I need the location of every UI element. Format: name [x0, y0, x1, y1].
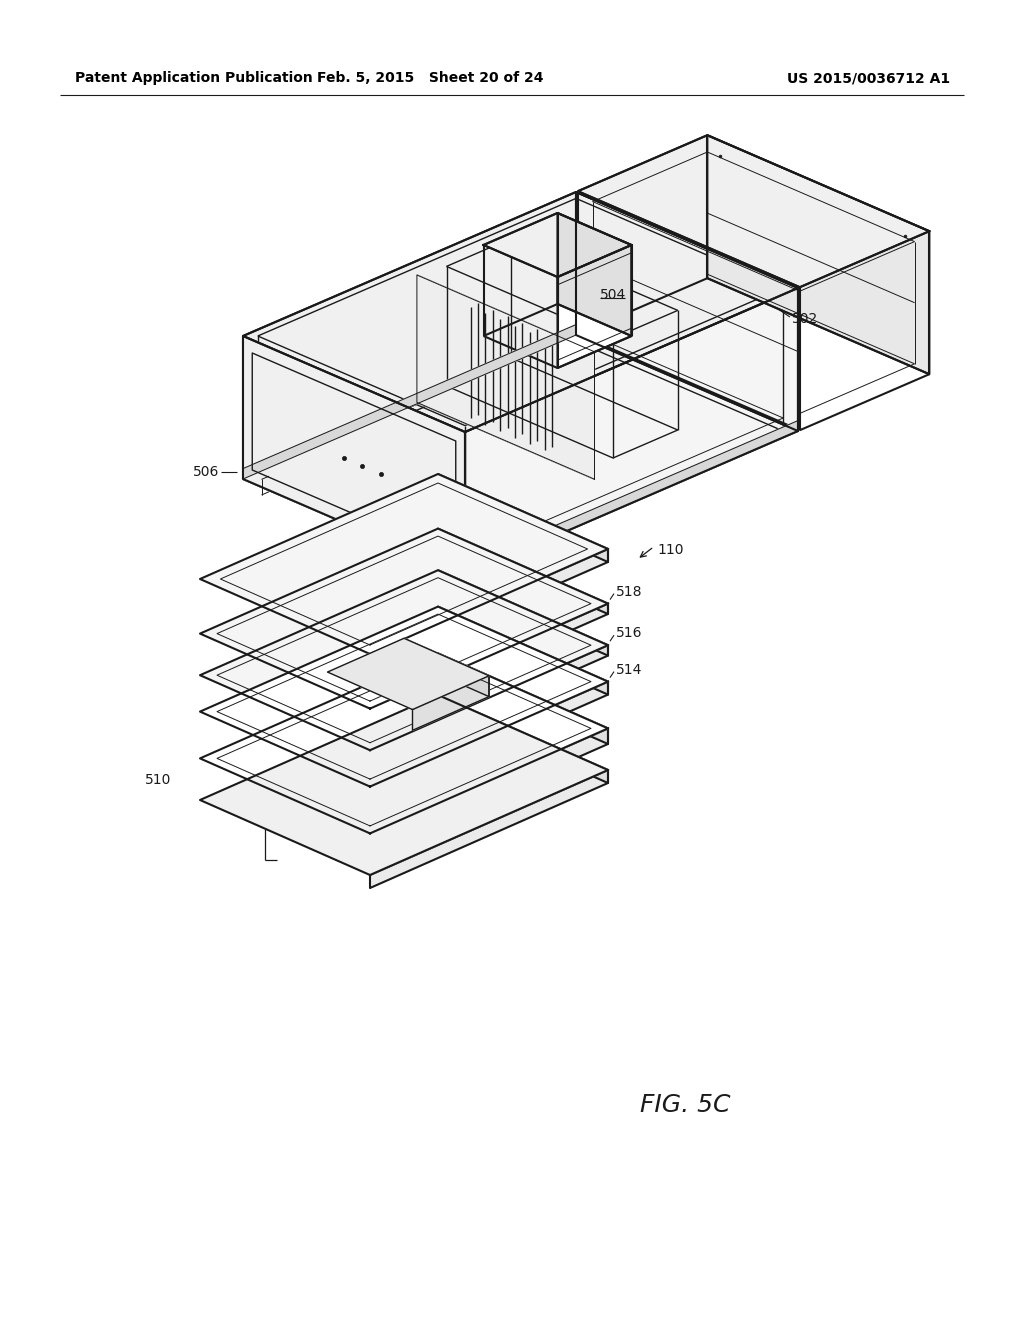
- Polygon shape: [438, 696, 608, 783]
- Text: US 2015/0036712 A1: US 2015/0036712 A1: [786, 71, 950, 84]
- Text: 508: 508: [445, 583, 472, 597]
- Polygon shape: [578, 135, 930, 288]
- Polygon shape: [200, 696, 608, 875]
- Polygon shape: [575, 191, 798, 432]
- Polygon shape: [243, 337, 465, 576]
- Polygon shape: [370, 549, 608, 667]
- Polygon shape: [438, 570, 608, 656]
- Polygon shape: [370, 681, 608, 800]
- Polygon shape: [243, 325, 575, 479]
- Polygon shape: [200, 528, 608, 709]
- Polygon shape: [438, 474, 608, 562]
- Text: 518: 518: [616, 585, 642, 598]
- Polygon shape: [200, 607, 608, 787]
- Text: 510: 510: [145, 774, 172, 787]
- Text: Feb. 5, 2015   Sheet 20 of 24: Feb. 5, 2015 Sheet 20 of 24: [316, 71, 544, 84]
- Polygon shape: [708, 135, 930, 374]
- Polygon shape: [438, 528, 608, 614]
- Polygon shape: [200, 474, 608, 653]
- Polygon shape: [370, 645, 608, 760]
- Polygon shape: [417, 275, 595, 479]
- Polygon shape: [483, 213, 632, 277]
- Polygon shape: [370, 729, 608, 849]
- Polygon shape: [557, 246, 632, 368]
- Text: 502: 502: [792, 312, 818, 326]
- Text: 516: 516: [616, 626, 642, 640]
- Text: 512: 512: [467, 767, 493, 781]
- Text: 110: 110: [657, 543, 683, 557]
- Polygon shape: [557, 213, 632, 337]
- Text: 504: 504: [599, 288, 626, 302]
- Polygon shape: [438, 653, 608, 744]
- Polygon shape: [370, 603, 608, 719]
- Text: Patent Application Publication: Patent Application Publication: [75, 71, 312, 84]
- Polygon shape: [243, 191, 798, 432]
- Polygon shape: [370, 770, 608, 888]
- Polygon shape: [200, 570, 608, 750]
- Polygon shape: [328, 639, 489, 710]
- Polygon shape: [465, 421, 798, 576]
- Text: FIG. 5C: FIG. 5C: [640, 1093, 730, 1117]
- Text: 514: 514: [616, 663, 642, 677]
- Text: 506: 506: [193, 465, 219, 479]
- Polygon shape: [413, 676, 489, 730]
- Polygon shape: [200, 653, 608, 833]
- Polygon shape: [404, 639, 489, 697]
- Polygon shape: [438, 607, 608, 694]
- Polygon shape: [465, 288, 798, 576]
